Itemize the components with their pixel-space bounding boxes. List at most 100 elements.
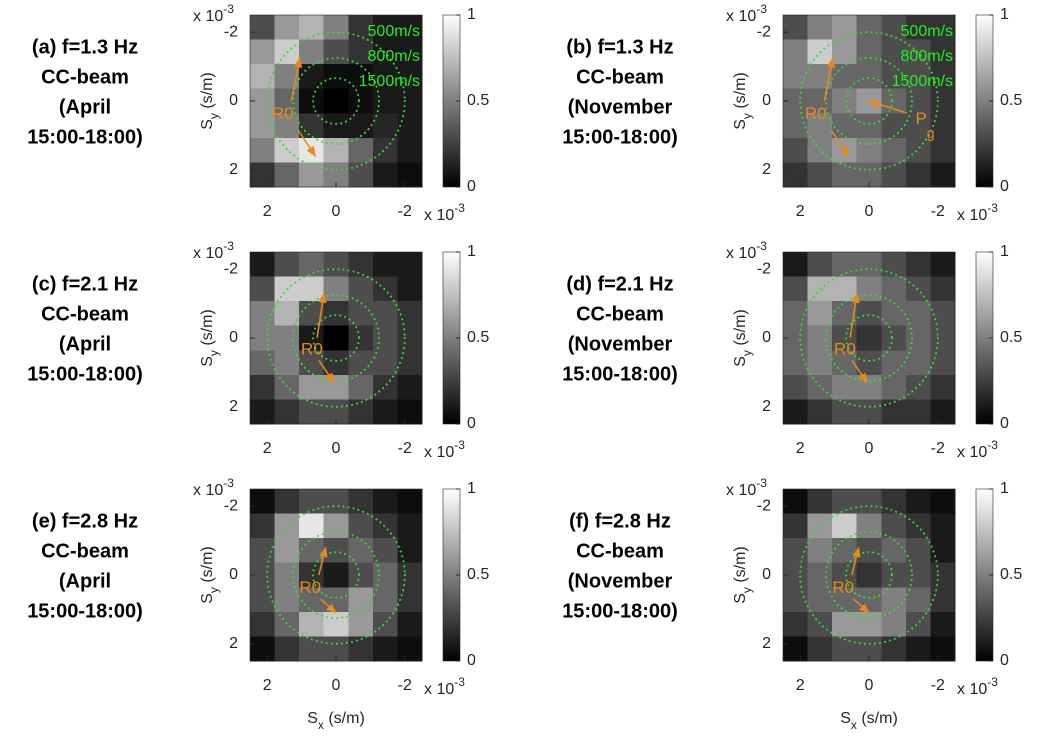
x-axis-label-part: x bbox=[851, 718, 857, 732]
colorbar-tick-label: 1 bbox=[467, 480, 476, 497]
y-exponent-part: -3 bbox=[223, 476, 234, 490]
x-tick-label: 2 bbox=[263, 440, 272, 457]
panel-title: CC-beam bbox=[576, 303, 664, 325]
y-tick-label: -2 bbox=[757, 23, 771, 40]
y-axis-label-part: (s/m) bbox=[732, 72, 749, 113]
heatmap-cell bbox=[372, 636, 398, 662]
y-exponent-part: x 10 bbox=[726, 245, 756, 262]
colorbar-tick-label: 1 bbox=[467, 6, 476, 23]
x-tick-label: 0 bbox=[865, 203, 874, 220]
heatmap-cell bbox=[348, 636, 374, 662]
x-tick-label: -2 bbox=[931, 677, 945, 694]
x-axis-label-part: (s/m) bbox=[857, 710, 898, 727]
heatmap-cell bbox=[323, 137, 349, 163]
heatmap-cell bbox=[250, 113, 276, 139]
y-exponent-part: -3 bbox=[756, 239, 767, 253]
annotation-part: P bbox=[915, 109, 926, 128]
panel-title: (d) f=2.1 Hz bbox=[566, 273, 673, 295]
heatmap-cell bbox=[397, 276, 423, 302]
x-exponent-part: x 10 bbox=[957, 444, 987, 461]
y-tick-label: 0 bbox=[762, 566, 771, 583]
annotation: R0 bbox=[832, 578, 854, 597]
x-axis-label-part: (s/m) bbox=[324, 710, 365, 727]
x-tick-label: -2 bbox=[398, 677, 412, 694]
x-exponent-part: -3 bbox=[454, 201, 465, 215]
heatmap-cell bbox=[783, 113, 809, 139]
y-exponent-part: x 10 bbox=[193, 482, 223, 499]
heatmap-cell bbox=[348, 64, 374, 90]
annotation-arrow bbox=[867, 99, 908, 114]
slowness-circle bbox=[845, 314, 893, 362]
heatmap-cell bbox=[783, 15, 809, 41]
y-tick-label: -2 bbox=[224, 23, 238, 40]
heatmap-cell bbox=[905, 489, 931, 515]
heatmap-cell bbox=[905, 562, 931, 588]
y-axis-label-part: y bbox=[207, 587, 221, 593]
heatmap-cell bbox=[856, 137, 882, 163]
heatmap-cell bbox=[250, 611, 276, 637]
slowness-circle bbox=[825, 531, 913, 619]
heatmap-cell bbox=[397, 399, 423, 425]
colorbar-tick-label: 1 bbox=[1000, 480, 1009, 497]
heatmap-cell bbox=[930, 489, 956, 515]
heatmap-cell bbox=[930, 39, 956, 65]
slowness-circle bbox=[845, 551, 893, 599]
panel-title: 15:00-18:00) bbox=[27, 600, 143, 622]
x-exponent: x 10-3 bbox=[957, 675, 998, 698]
heatmap-cell bbox=[250, 15, 276, 41]
heatmap-cell bbox=[323, 113, 349, 139]
heatmap-cell bbox=[905, 113, 931, 139]
y-axis-label: Sy (s/m) bbox=[199, 546, 221, 604]
colorbar-tick-label: 0 bbox=[1000, 178, 1009, 195]
slowness-circle bbox=[266, 31, 406, 171]
heatmap-cell bbox=[348, 88, 374, 114]
annotation: R0 bbox=[299, 578, 321, 597]
heatmap-cell bbox=[323, 513, 349, 539]
heatmap-cell bbox=[807, 374, 833, 400]
slowness-circle bbox=[312, 551, 360, 599]
heatmap-cell bbox=[299, 562, 325, 588]
heatmap-cell bbox=[348, 137, 374, 163]
colorbar-tick-label: 0.5 bbox=[467, 329, 489, 346]
colorbar-tick-label: 1 bbox=[1000, 6, 1009, 23]
colorbar-tick-label: 0 bbox=[1000, 415, 1009, 432]
heatmap-cell bbox=[856, 39, 882, 65]
panel-title: (e) f=2.8 Hz bbox=[32, 510, 138, 532]
y-axis-label-part: S bbox=[732, 593, 749, 604]
heatmap-cell bbox=[783, 137, 809, 163]
x-tick-label: 0 bbox=[332, 203, 341, 220]
heatmap-cell bbox=[372, 252, 398, 278]
x-tick-label: 0 bbox=[865, 440, 874, 457]
heatmap-cell bbox=[250, 39, 276, 65]
annotation-arrow bbox=[320, 598, 337, 614]
annotation-arrow bbox=[290, 56, 303, 102]
heatmap-cell bbox=[274, 252, 300, 278]
heatmap-cell bbox=[274, 162, 300, 188]
heatmap-cell bbox=[274, 399, 300, 425]
heatmap-cell bbox=[832, 538, 858, 564]
heatmap-cell bbox=[299, 489, 325, 515]
heatmap-cell bbox=[881, 325, 907, 351]
heatmap-cell bbox=[881, 162, 907, 188]
heatmap-cell bbox=[905, 611, 931, 637]
heatmap-cell bbox=[397, 489, 423, 515]
heatmap-cell bbox=[832, 636, 858, 662]
heatmap-cell bbox=[274, 325, 300, 351]
heatmap-cell bbox=[881, 587, 907, 613]
heatmap-cell bbox=[832, 15, 858, 41]
heatmap-cell bbox=[348, 538, 374, 564]
y-axis-label: Sy (s/m) bbox=[732, 546, 754, 604]
heatmap-cell bbox=[807, 325, 833, 351]
heatmap-cell bbox=[905, 88, 931, 114]
heatmap-cell bbox=[856, 489, 882, 515]
colorbar-tick-label: 0.5 bbox=[467, 566, 489, 583]
heatmap-cell bbox=[348, 162, 374, 188]
heatmap-cell bbox=[397, 64, 423, 90]
panel-title: (April bbox=[59, 570, 111, 592]
heatmap-cell bbox=[299, 513, 325, 539]
colorbar-tick-label: 0.5 bbox=[1000, 92, 1022, 109]
panel-title: (November bbox=[568, 96, 673, 118]
heatmap-cell bbox=[856, 301, 882, 327]
panel-title: CC-beam bbox=[41, 303, 129, 325]
y-tick-label: 2 bbox=[762, 398, 771, 415]
